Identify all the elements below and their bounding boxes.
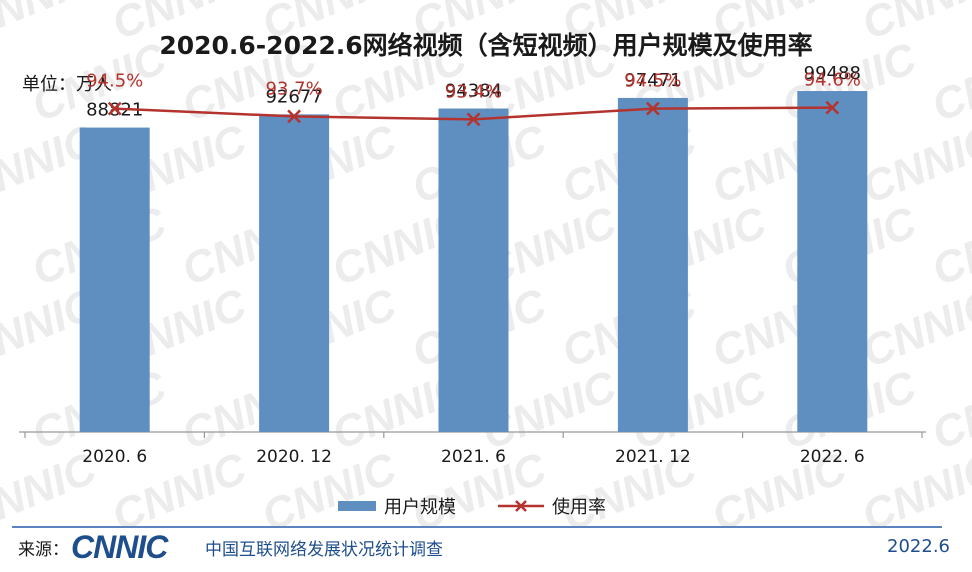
bar-users: [438, 108, 509, 432]
x-tick-label: 2022. 6: [800, 447, 865, 467]
bar-value-label: 99488: [804, 63, 861, 84]
report-date: 2022.6: [887, 536, 950, 557]
survey-name: 中国互联网络发展状况统计调查: [205, 539, 443, 560]
cnnic-logo: CNNIC: [71, 532, 170, 562]
legend-line-swatch: [498, 500, 544, 512]
footer: 来源： CNNIC 中国互联网络发展状况统计调查: [18, 531, 948, 563]
x-tick-label: 2020. 12: [256, 447, 332, 467]
source-label: 来源：: [18, 539, 69, 560]
bar-value-label: 94384: [445, 81, 502, 102]
rate-value-label: 93.4%: [445, 81, 502, 102]
svg-text:CNNIC: CNNIC: [71, 532, 169, 562]
unit-label: 单位：万人: [22, 74, 112, 95]
bar-users: [79, 127, 150, 432]
bar-value-label: 92677: [265, 86, 322, 107]
legend-bar-swatch: [338, 501, 376, 511]
rate-marker: [646, 101, 660, 116]
rate-marker: [466, 112, 481, 127]
bar-users: [797, 91, 868, 432]
rate-marker: [287, 109, 301, 124]
chart-title: 2020.6-2022.6网络视频（含短视频）用户规模及使用率: [159, 31, 813, 60]
footer-divider: [12, 526, 942, 528]
rate-marker: [107, 101, 122, 116]
bar-value-label: 97471: [624, 70, 681, 91]
bar-users: [617, 97, 688, 432]
rate-value-label: 94.5%: [624, 71, 681, 92]
x-tick-label: 2021. 12: [615, 447, 691, 467]
legend-item-users: 用户规模: [338, 493, 456, 519]
legend-item-rate: 使用率: [498, 493, 606, 519]
bar-users: [259, 114, 330, 433]
rate-value-label: 93.7%: [266, 78, 323, 99]
legend: 用户规模 使用率: [338, 492, 648, 520]
legend-line-label: 使用率: [552, 497, 606, 518]
rate-value-label: 94.5%: [86, 71, 143, 92]
rate-value-label: 94.6%: [804, 70, 861, 91]
x-tick-label: 2021. 6: [441, 447, 506, 467]
legend-bar-label: 用户规模: [384, 497, 456, 518]
x-tick-label: 2020. 6: [82, 447, 147, 467]
rate-marker: [825, 100, 840, 115]
